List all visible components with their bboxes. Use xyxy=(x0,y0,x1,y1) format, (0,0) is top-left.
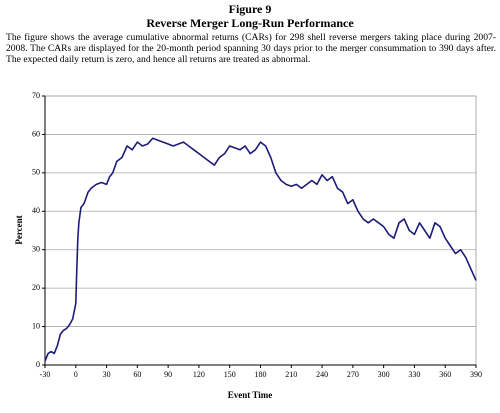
x-tick-label: 30 xyxy=(103,370,111,379)
y-tick-label: 60 xyxy=(32,129,40,138)
y-tick-label: 50 xyxy=(32,168,40,177)
x-tick-label: 60 xyxy=(133,370,141,379)
x-tick-label: -30 xyxy=(40,370,51,379)
y-tick-label: 20 xyxy=(32,283,40,292)
x-tick-label: 120 xyxy=(193,370,205,379)
x-axis-label: Event Time xyxy=(228,390,272,400)
x-tick-label: 300 xyxy=(378,370,390,379)
data-line xyxy=(44,137,477,362)
x-tick-label: 360 xyxy=(439,370,451,379)
x-tick-label: 390 xyxy=(470,370,482,379)
x-tick-label: 330 xyxy=(408,370,420,379)
x-tick-label: 210 xyxy=(285,370,297,379)
y-tick-label: 0 xyxy=(36,360,40,369)
x-tick-label: 150 xyxy=(224,370,236,379)
y-axis-label: Percent xyxy=(14,215,24,244)
y-tick-label: 70 xyxy=(32,91,40,100)
x-tick-label: 240 xyxy=(316,370,328,379)
y-tick-label: 40 xyxy=(32,206,40,215)
plot-frame xyxy=(44,95,477,366)
x-tick-label: 90 xyxy=(164,370,172,379)
y-tick-label: 30 xyxy=(32,245,40,254)
chart-title: Reverse Merger Long-Run Performance xyxy=(146,16,354,30)
x-tick-label: 270 xyxy=(347,370,359,379)
caption: The figure shows the average cumulative … xyxy=(6,32,496,65)
y-tick-label: 10 xyxy=(32,321,40,330)
figure-number: Figure 9 xyxy=(228,2,272,16)
x-tick-label: 0 xyxy=(74,370,78,379)
x-tick-label: 180 xyxy=(255,370,267,379)
